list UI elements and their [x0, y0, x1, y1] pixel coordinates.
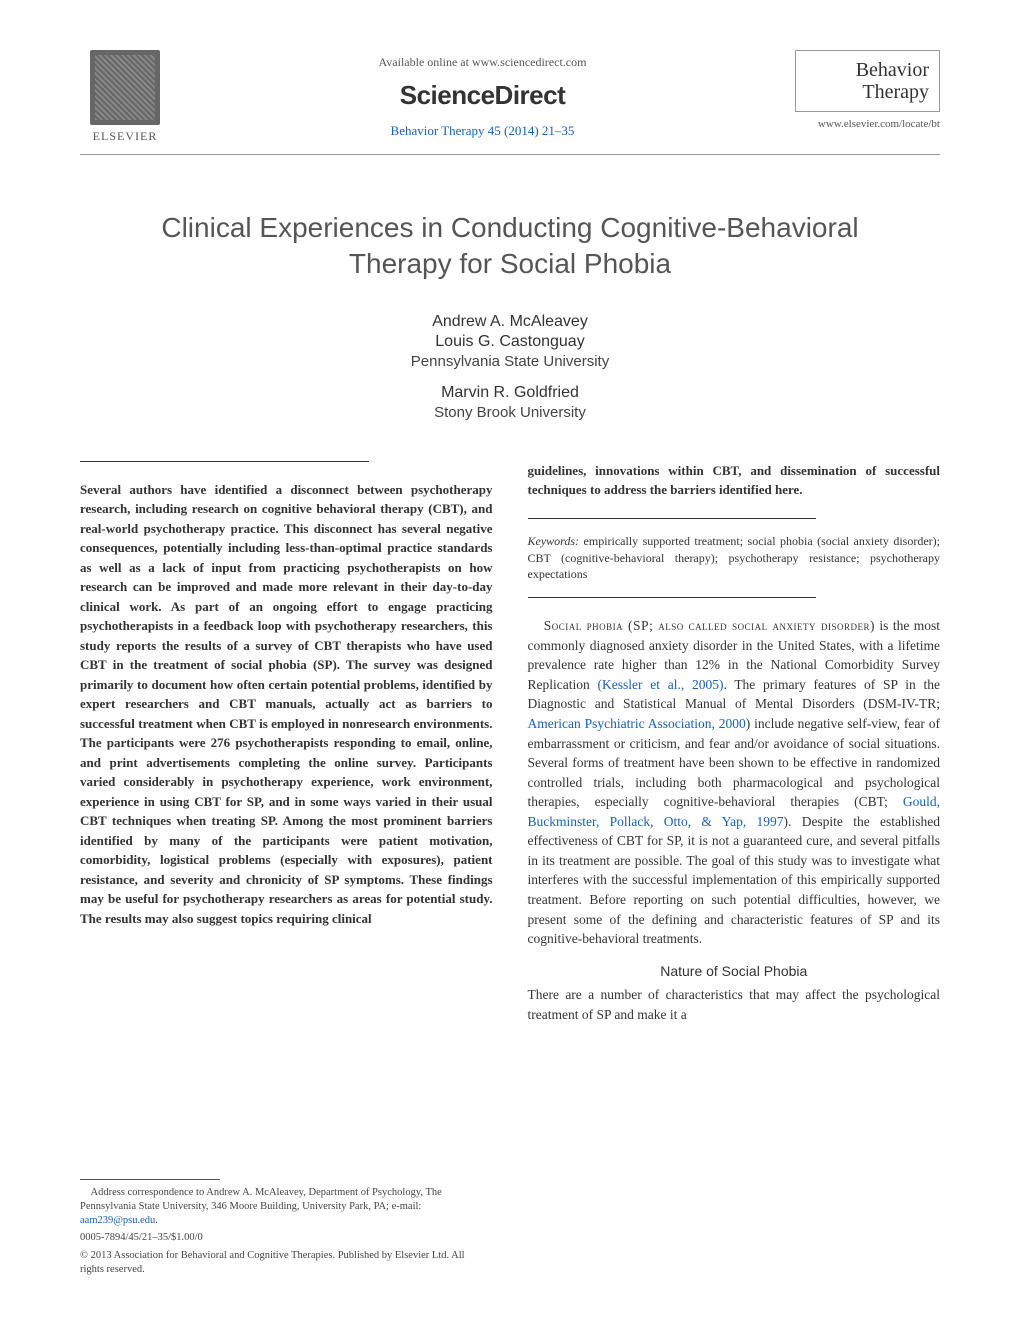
platform-name: ScienceDirect: [170, 80, 795, 111]
correspondence-line: Address correspondence to Andrew A. McAl…: [80, 1186, 480, 1229]
publisher-label: ELSEVIER: [80, 129, 170, 144]
section-body-text: There are a number of characteristics th…: [528, 985, 941, 1024]
abstract-text: Several authors have identified a discon…: [80, 480, 493, 929]
citation-line[interactable]: Behavior Therapy 45 (2014) 21–35: [170, 123, 795, 139]
intro-paragraph: Social phobia (SP; also called social an…: [528, 616, 941, 949]
author-3: Marvin R. Goldfried: [80, 384, 940, 402]
available-online-text: Available online at www.sciencedirect.co…: [170, 55, 795, 70]
citation-kessler[interactable]: (Kessler et al., 2005): [597, 677, 723, 692]
affiliation-1: Pennsylvania State University: [80, 353, 940, 370]
affiliation-2: Stony Brook University: [80, 404, 940, 421]
intro-text-4: ). Despite the established effectiveness…: [528, 814, 941, 946]
footer-rule: [80, 1179, 220, 1180]
article-title: Clinical Experiences in Conducting Cogni…: [120, 210, 900, 283]
keywords-text: empirically supported treatment; social …: [528, 534, 941, 582]
correspondence-text: Address correspondence to Andrew A. McAl…: [80, 1187, 442, 1212]
footer-copyright: © 2013 Association for Behavioral and Co…: [80, 1249, 480, 1277]
section-heading-nature: Nature of Social Phobia: [528, 961, 941, 981]
footer-code: 0005-7894/45/21–35/$1.00/0: [80, 1231, 480, 1245]
abstract-rule: [80, 461, 369, 462]
journal-url[interactable]: www.elsevier.com/locate/bt: [795, 118, 940, 130]
author-1: Andrew A. McAleavey: [80, 313, 940, 331]
footer-block: Address correspondence to Andrew A. McAl…: [80, 1179, 480, 1280]
keywords-label: Keywords:: [528, 534, 580, 548]
page-header: ELSEVIER Available online at www.science…: [80, 50, 940, 144]
journal-box-wrap: Behavior Therapy www.elsevier.com/locate…: [795, 50, 940, 130]
journal-box: Behavior Therapy: [795, 50, 940, 112]
publisher-logo: ELSEVIER: [80, 50, 170, 144]
keywords-rule-bottom: [528, 597, 817, 598]
body-columns: Several authors have identified a discon…: [80, 461, 940, 1024]
author-2: Louis G. Castonguay: [80, 333, 940, 351]
citation-text: Behavior Therapy 45 (2014) 21–35: [391, 123, 575, 138]
keywords-block: Keywords: empirically supported treatmen…: [528, 533, 941, 583]
journal-name-line2: Therapy: [806, 81, 929, 103]
left-column: Several authors have identified a discon…: [80, 461, 493, 1024]
citation-apa[interactable]: American Psychiatric Association, 2000: [528, 716, 746, 731]
header-center: Available online at www.sciencedirect.co…: [170, 50, 795, 139]
section-body: There are a number of characteristics th…: [528, 985, 941, 1024]
correspondence-email[interactable]: aam239@psu.edu: [80, 1215, 155, 1226]
journal-name-line1: Behavior: [806, 59, 929, 81]
keywords-rule-top: [528, 518, 817, 519]
elsevier-tree-icon: [90, 50, 160, 125]
intro-smallcaps: Social phobia (SP; also called social an…: [544, 618, 875, 633]
right-column: guidelines, innovations within CBT, and …: [528, 461, 941, 1024]
header-divider: [80, 154, 940, 155]
authors-block: Andrew A. McAleavey Louis G. Castonguay …: [80, 313, 940, 421]
abstract-continued: guidelines, innovations within CBT, and …: [528, 461, 941, 500]
